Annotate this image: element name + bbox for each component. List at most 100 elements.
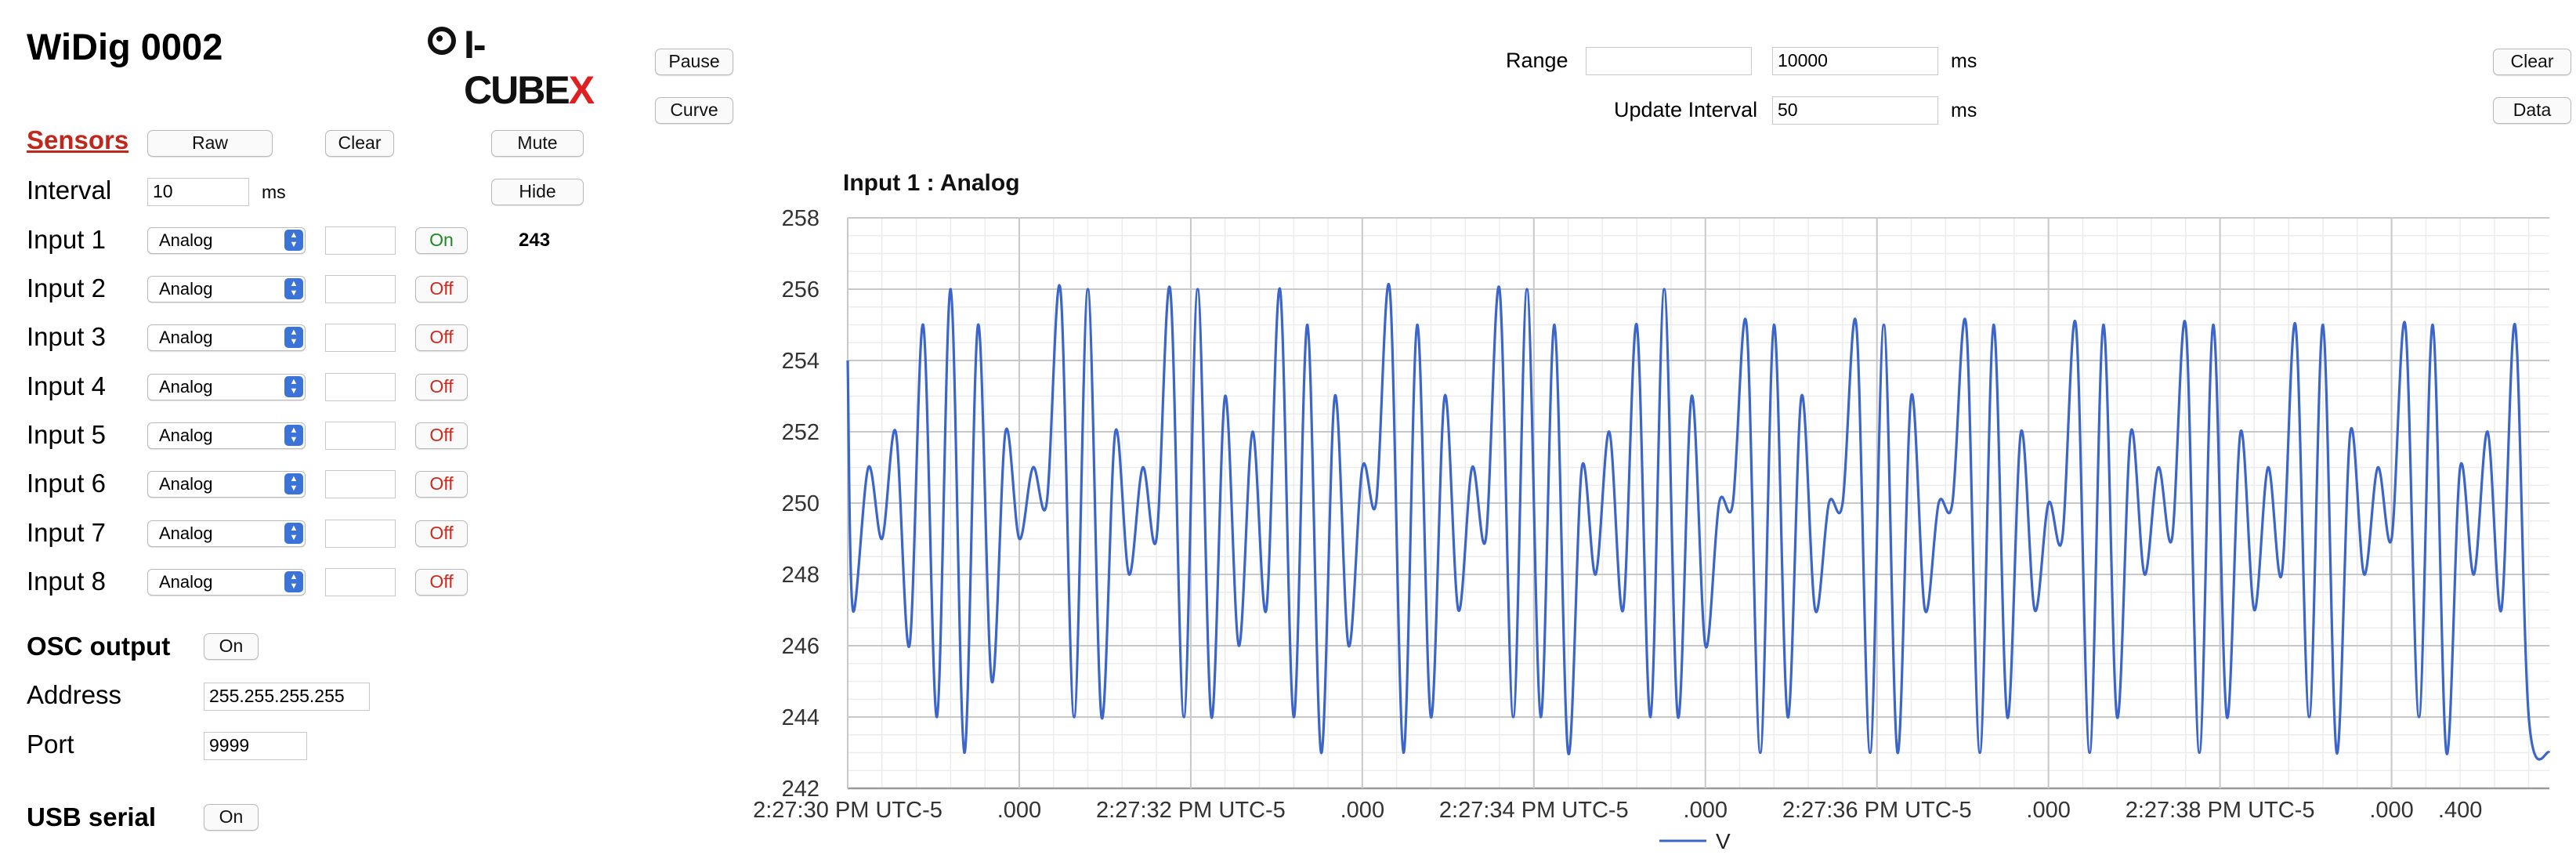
logo-text: I-CUBEX [464,23,595,112]
input-value-1: 243 [519,230,551,251]
input-label-6: Input 6 [27,469,106,498]
pause-button[interactable]: Pause [655,49,733,75]
chart-series-layer [846,283,2551,761]
select-chevron-icon: ▲ ▼ [284,230,303,251]
input-label-1: Input 1 [27,225,106,254]
y-tick-label: 242 [782,777,819,802]
mute-button[interactable]: Mute [491,130,584,157]
x-tick-label: 2:27:36 PM UTC-5 [1782,798,1972,823]
chart-x-axis: 2:27:30 PM UTC-5 .000 2:27:32 PM UTC-5 .000… [753,798,2482,823]
input-type-select-5[interactable]: Analog ▲ ▼ [147,422,306,449]
x-tick-label: 2:27:34 PM UTC-5 [1439,798,1629,823]
y-tick-label: 244 [782,705,819,730]
interval-input[interactable]: 10 [147,178,249,206]
select-chevron-icon: ▲ ▼ [284,571,303,592]
input-extra-field-4[interactable] [325,373,396,401]
legend-label: V [1716,829,1731,853]
i-cubex-logo: I-CUBEX [423,16,595,112]
input-toggle-2[interactable]: Off [415,276,468,302]
sensors-clear-button[interactable]: Clear [325,130,394,157]
x-tick-label: .400 [2438,798,2482,823]
input-label-3: Input 3 [27,322,106,351]
hide-button[interactable]: Hide [491,179,584,205]
input-label-2: Input 2 [27,273,106,302]
chart-clear-button[interactable]: Clear [2493,49,2571,75]
input-label-7: Input 7 [27,518,106,547]
series-line-0 [846,283,2551,761]
y-tick-label: 256 [782,277,819,302]
chart-major-grid [847,217,2549,790]
usb-toggle-button[interactable]: On [204,804,259,831]
x-tick-label: .000 [997,798,1041,823]
address-label: Address [27,680,122,709]
input-extra-field-3[interactable] [325,324,396,352]
x-tick-label: .000 [2026,798,2070,823]
input-label-4: Input 4 [27,371,106,400]
input-extra-field-6[interactable] [325,470,396,498]
input-type-select-1[interactable]: Analog ▲ ▼ [147,227,306,254]
logo-ring-icon [428,27,456,55]
y-tick-label: 246 [782,634,819,659]
input-type-select-6[interactable]: Analog ▲ ▼ [147,471,306,498]
input-toggle-5[interactable]: Off [415,422,468,449]
y-tick-label: 248 [782,563,819,588]
chart-legend: V [1659,829,1731,853]
input-type-select-2[interactable]: Analog ▲ ▼ [147,276,306,302]
x-tick-label: 2:27:30 PM UTC-5 [753,798,942,823]
input-label-5: Input 5 [27,420,106,449]
select-chevron-icon: ▲ ▼ [284,376,303,397]
y-tick-label: 254 [782,349,819,374]
interval-unit: ms [262,182,286,202]
update-interval-label: Update Interval [1614,98,1758,121]
input-extra-field-1[interactable] [325,226,396,255]
update-interval-input[interactable]: 50 [1772,96,1938,125]
curve-button[interactable]: Curve [655,97,733,124]
chart-y-axis: 258 256 254 252 250 248 246 244 242 [782,206,819,802]
y-tick-label: 250 [782,491,819,516]
input-toggle-1[interactable]: On [415,227,468,254]
data-button[interactable]: Data [2493,97,2571,124]
input-toggle-6[interactable]: Off [415,471,468,498]
input-toggle-3[interactable]: Off [415,324,468,351]
input-extra-field-2[interactable] [325,275,396,303]
port-input[interactable]: 9999 [204,732,307,760]
input-toggle-7[interactable]: Off [415,520,468,547]
input-toggle-4[interactable]: Off [415,374,468,400]
select-chevron-icon: ▲ ▼ [284,327,303,348]
input-extra-field-8[interactable] [325,568,396,596]
port-label: Port [27,730,74,759]
select-chevron-icon: ▲ ▼ [284,278,303,299]
raw-button[interactable]: Raw [147,130,273,157]
interval-label: Interval [27,176,112,205]
range-min-input[interactable] [1586,47,1752,75]
select-chevron-icon: ▲ ▼ [284,523,303,544]
x-tick-label: .000 [1684,798,1728,823]
input-extra-field-5[interactable] [325,422,396,450]
usb-serial-label: USB serial [27,802,157,831]
x-tick-label: 2:27:32 PM UTC-5 [1096,798,1286,823]
sensors-link[interactable]: Sensors [27,125,129,154]
input-type-select-7[interactable]: Analog ▲ ▼ [147,520,306,547]
y-tick-label: 258 [782,206,819,231]
input-extra-field-7[interactable] [325,520,396,548]
input-type-select-4[interactable]: Analog ▲ ▼ [147,374,306,400]
select-chevron-icon: ▲ ▼ [284,473,303,494]
device-title: WiDig 0002 [27,26,223,67]
osc-toggle-button[interactable]: On [204,633,259,660]
osc-output-label: OSC output [27,632,171,661]
y-tick-label: 252 [782,420,819,445]
x-tick-label: 2:27:38 PM UTC-5 [2126,798,2315,823]
logo-dot-icon [436,35,443,42]
x-tick-label: .000 [1340,798,1384,823]
input-label-8: Input 8 [27,567,106,596]
range-input[interactable]: 10000 [1772,47,1938,75]
x-tick-label: .000 [2369,798,2413,823]
range-unit: ms [1951,50,1977,72]
address-input[interactable]: 255.255.255.255 [204,683,370,711]
input-toggle-8[interactable]: Off [415,569,468,596]
input-type-select-3[interactable]: Analog ▲ ▼ [147,324,306,351]
input-type-select-8[interactable]: Analog ▲ ▼ [147,569,306,596]
update-interval-unit: ms [1951,100,1977,121]
select-chevron-icon: ▲ ▼ [284,425,303,446]
